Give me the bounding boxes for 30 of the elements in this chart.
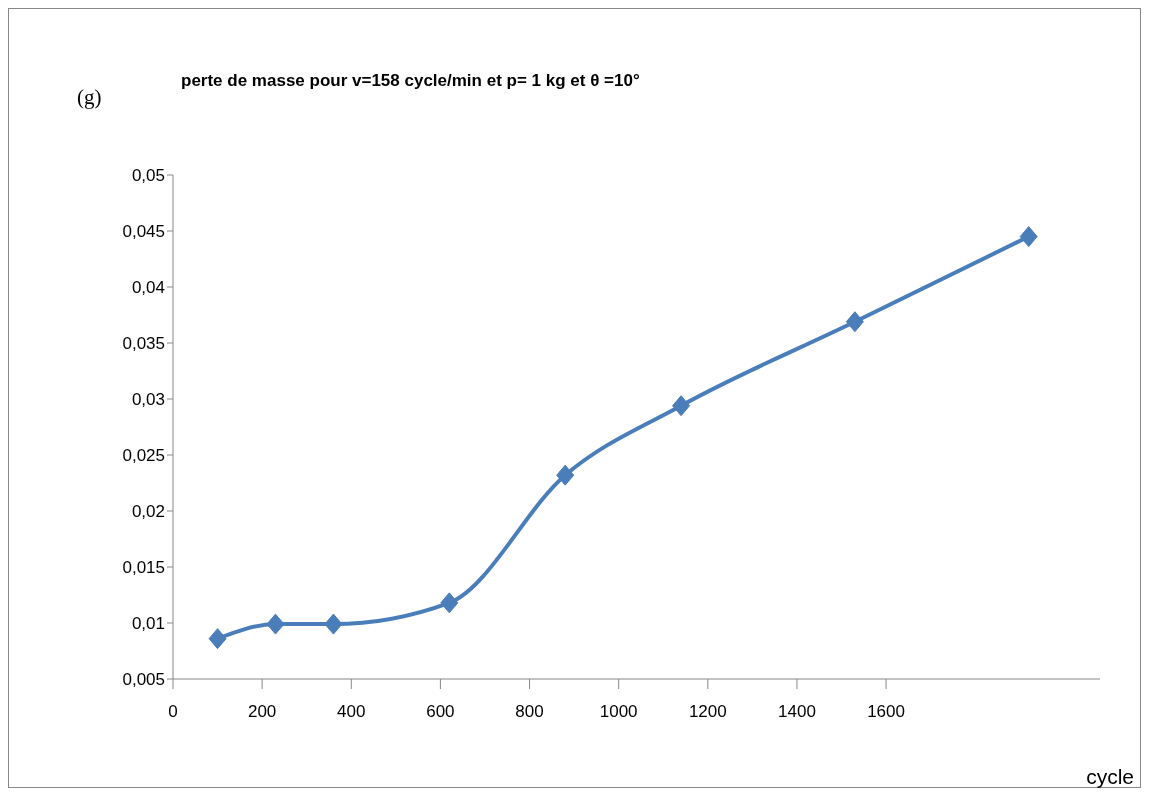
- x-tick-label: 200: [247, 702, 277, 722]
- y-tick-label: 0,01: [131, 614, 165, 634]
- y-tick-label: 0,03: [131, 390, 165, 410]
- y-tick-label: 0,005: [122, 670, 165, 690]
- y-tick-label: 0,035: [122, 334, 165, 354]
- x-tick-label: 0: [168, 702, 178, 722]
- y-tick-label: 0,025: [122, 446, 165, 466]
- point: [324, 613, 343, 635]
- point: [672, 395, 691, 417]
- x-tick-label: 600: [426, 702, 455, 722]
- y-tick-label: 0,015: [122, 558, 165, 578]
- x-tick-label: 1200: [688, 702, 727, 722]
- x-tick-label: 800: [515, 702, 544, 722]
- y-axis-title: (g): [77, 85, 102, 110]
- x-tick-label: 1400: [778, 702, 816, 722]
- y-tick-label: 0,045: [122, 222, 165, 242]
- y-tick-label: 0,05: [131, 166, 165, 186]
- point: [208, 628, 227, 650]
- x-tick-label: 400: [337, 702, 366, 722]
- x-tick-label: 1600: [867, 702, 905, 722]
- x-tick-label: 1000: [599, 702, 638, 722]
- point: [1019, 226, 1038, 248]
- chart-title: perte de masse pour v=158 cycle/min et p= 1 kg et θ =10°: [181, 71, 640, 91]
- x-axis-title: cycle: [1086, 765, 1134, 789]
- y-tick-label: 0,04: [131, 278, 165, 298]
- y-tick-label: 0,02: [131, 502, 165, 522]
- point: [556, 464, 575, 486]
- point: [266, 613, 285, 635]
- point: [440, 592, 459, 614]
- point: [845, 311, 864, 333]
